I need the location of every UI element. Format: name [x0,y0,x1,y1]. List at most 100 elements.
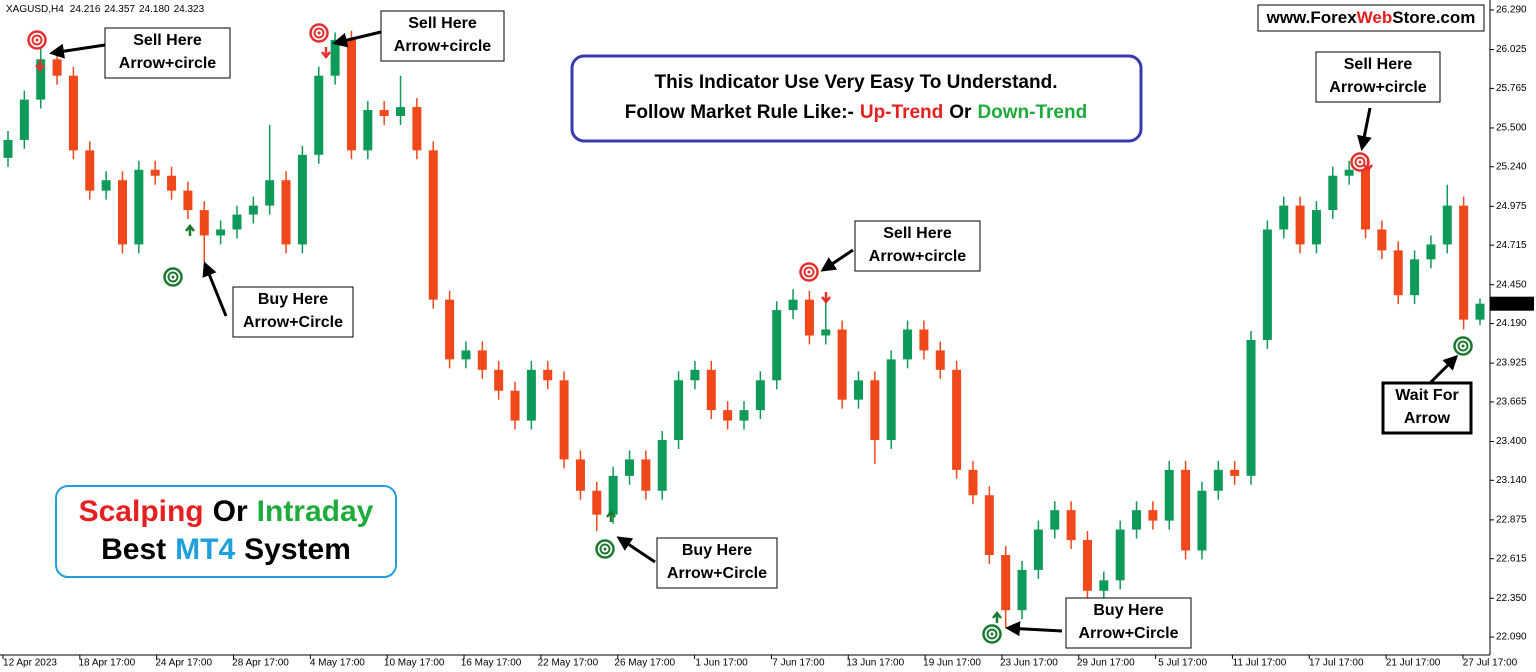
candle-body [984,495,994,555]
symbol-header: XAGUSD,H4 24.216 24.357 24.180 24.323 [6,4,205,15]
signal-circle [31,34,43,46]
x-tick-label: 26 May 17:00 [614,658,675,669]
x-tick-label: 7 Jun 17:00 [772,658,825,669]
candle-body [592,490,602,515]
signal-circle [986,628,998,640]
annotation-text: Arrow+Circle [1078,625,1178,642]
candle-body [674,380,684,441]
candle-body [870,380,880,441]
signal-circle [1461,344,1465,348]
candle-body [1377,229,1387,251]
y-tick-label: 26.290 [1496,5,1527,16]
candle-body [1410,259,1420,296]
candle-body [461,350,471,360]
candle-body [657,440,667,491]
x-tick-label: 27 Jul 17:00 [1463,658,1518,669]
signal-circle [599,543,611,555]
annotation-text: Buy Here [258,291,328,308]
candle-body [1033,529,1043,570]
candle-body [1230,469,1240,476]
annotation-text: Sell Here [408,15,477,32]
x-tick-label: 28 Apr 17:00 [232,658,289,669]
candle-body [1181,469,1191,551]
annotation-arrow [49,43,106,59]
candle-body [510,390,520,421]
y-tick-label: 24.715 [1496,240,1527,251]
signal-circle [171,275,175,279]
candle-body [346,39,356,151]
candle-body [1393,250,1403,296]
sell-arrow [821,292,831,305]
candle-body [281,180,291,245]
y-tick-label: 23.665 [1496,397,1527,408]
candle-body [1066,510,1076,541]
signal-circle [807,270,811,274]
candle-body [575,459,585,491]
candle-body [739,410,749,421]
annotation-text: Arrow [1404,410,1451,427]
candle-body [837,329,847,400]
annotation-box [232,286,354,338]
annotation-text: Wait For [1395,387,1458,404]
candle-body [1082,540,1092,591]
x-tick-label: 5 Jul 17:00 [1158,658,1207,669]
y-tick-label: 25.500 [1496,123,1527,134]
y-tick-label: 24.190 [1496,318,1527,329]
candle-body [52,59,62,76]
headline-box [570,54,1143,143]
x-tick-label: 4 May 17:00 [310,658,365,669]
annotation-text: Arrow+circle [119,55,216,72]
y-tick-label: 25.240 [1496,161,1527,172]
candle-body [772,310,782,381]
candle-body [167,175,177,191]
candle-body [853,380,863,400]
candle-body [216,229,226,236]
annotation-box [656,537,778,589]
badge-word: Best [101,533,166,566]
candle-body [150,169,160,176]
badge-line1: Scalping Or Intraday [79,495,374,528]
candle-body [1442,205,1452,245]
y-tick-label: 22.615 [1496,553,1527,564]
candle-body [445,299,455,360]
candle-body [608,475,618,515]
signal-circle [317,31,321,35]
annotation-text: Buy Here [1093,602,1163,619]
annotation-arrow [202,261,228,317]
annotation-arrow [1356,107,1372,151]
candle-body [232,214,242,230]
watermark-highlight: Web [1357,8,1393,27]
candle-body [755,380,765,411]
candle-body [3,139,13,158]
badge-word: Intraday [257,495,374,528]
annotation-text: Sell Here [883,225,952,242]
sell-arrow [1363,160,1373,173]
annotation-text: Arrow+circle [394,38,491,55]
annotation-text: Sell Here [133,32,202,49]
badge-word: MT4 [175,533,235,566]
annotation-arrow [1005,621,1063,637]
candle-body [36,59,46,100]
buy-arrow [185,223,195,236]
candle-body [821,329,831,336]
signal-circle [1457,340,1469,352]
last-close: 24.323 [174,4,205,15]
candle-body [968,469,978,496]
y-tick-label: 22.090 [1496,632,1527,643]
candle-body [379,110,389,117]
candle-body [886,359,896,441]
candle-body [804,299,814,336]
current-price-box [1490,296,1534,311]
badge-box [55,485,397,578]
candle-body [265,180,275,206]
annotation-text: Arrow+circle [1329,79,1426,96]
x-tick-label: 19 Jun 17:00 [923,658,981,669]
current-price-label: 24.323 [1494,298,1525,309]
watermark-box [1257,4,1485,32]
candle-body [1001,554,1011,611]
candle-body [690,369,700,381]
x-tick-label: 10 May 17:00 [384,658,445,669]
candle-body [1132,510,1142,530]
sell-arrow [321,47,331,60]
